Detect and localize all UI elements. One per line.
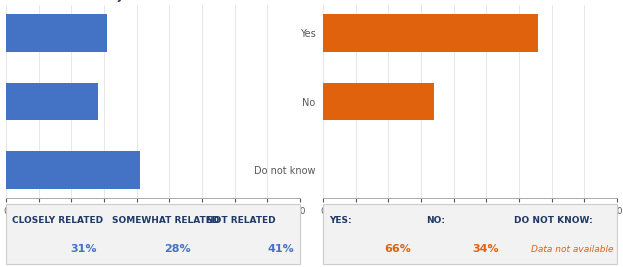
FancyBboxPatch shape bbox=[6, 204, 300, 264]
Text: ARE GRADUATES IN JOBS RELATED TO THEIR FIELDS OF STUDY?: ARE GRADUATES IN JOBS RELATED TO THEIR F… bbox=[6, 0, 362, 2]
Text: 66%: 66% bbox=[384, 244, 411, 253]
Text: CLOSELY RELATED: CLOSELY RELATED bbox=[12, 216, 103, 225]
Bar bbox=[323, 83, 434, 120]
Text: 31%: 31% bbox=[71, 244, 97, 253]
Text: NOT RELATED: NOT RELATED bbox=[206, 216, 275, 225]
Text: Data not available: Data not available bbox=[531, 245, 614, 253]
Text: 34%: 34% bbox=[473, 244, 500, 253]
Bar bbox=[6, 151, 140, 189]
Text: 41%: 41% bbox=[267, 244, 294, 253]
Text: WOULD GRADUATES CHOOSE THIS FIELD OF STUDY AGAIN?: WOULD GRADUATES CHOOSE THIS FIELD OF STU… bbox=[323, 0, 623, 2]
Text: DO NOT KNOW:: DO NOT KNOW: bbox=[514, 216, 593, 225]
Bar bbox=[6, 14, 107, 52]
Text: YES:: YES: bbox=[329, 216, 352, 225]
Bar bbox=[6, 83, 98, 120]
Text: NO:: NO: bbox=[426, 216, 445, 225]
Bar bbox=[323, 14, 538, 52]
FancyBboxPatch shape bbox=[323, 204, 617, 264]
Text: 28%: 28% bbox=[164, 244, 191, 253]
Text: SOMEWHAT RELATED: SOMEWHAT RELATED bbox=[112, 216, 219, 225]
